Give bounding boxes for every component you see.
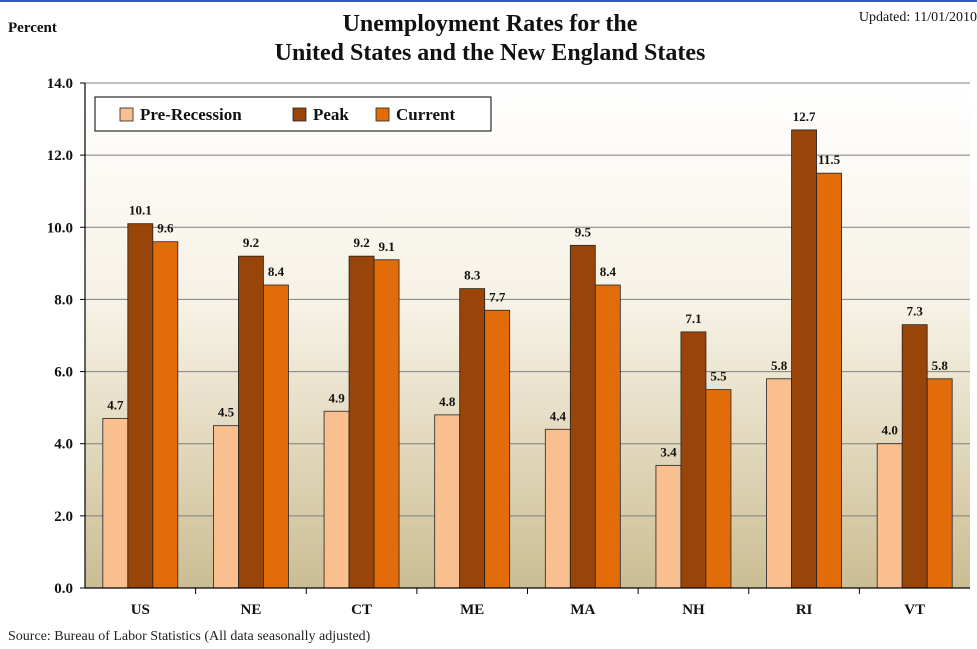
bar <box>766 378 792 589</box>
chart-title-line-1: Unemployment Rates for the <box>342 11 638 37</box>
y-axis-unit-label: Percent <box>8 20 57 36</box>
y-tick-label: 4.0 <box>54 437 73 453</box>
data-label: 4.9 <box>328 390 345 405</box>
data-label: 7.3 <box>907 304 924 319</box>
data-label: 9.5 <box>575 224 592 239</box>
bar <box>238 255 264 589</box>
bar <box>102 418 129 589</box>
x-tick-label: MA <box>570 602 595 618</box>
bar <box>373 259 400 589</box>
top-rule <box>0 0 977 2</box>
chart-title: Unemployment Rates for the United States… <box>180 10 800 68</box>
chart-title-line-2: United States and the New England States <box>274 40 706 66</box>
data-label: 4.4 <box>550 408 567 423</box>
y-tick-label: 2.0 <box>54 509 73 525</box>
data-label: 5.8 <box>771 358 788 373</box>
legend-swatch <box>375 107 390 122</box>
source-note: Source: Bureau of Labor Statistics (All … <box>8 629 371 644</box>
bar <box>484 309 511 589</box>
data-label: 4.0 <box>882 423 898 438</box>
y-tick-label: 10.0 <box>47 220 73 236</box>
data-label: 9.2 <box>243 235 259 250</box>
x-tick-labels: US NE CT ME MA NH RI VT <box>131 602 925 618</box>
bar <box>816 172 842 589</box>
data-label: 12.7 <box>793 109 816 124</box>
bar <box>434 414 461 589</box>
x-tick-label: CT <box>351 602 372 618</box>
legend-entry: Peak <box>313 105 349 124</box>
data-label: 9.2 <box>353 235 369 250</box>
bar <box>705 389 732 589</box>
x-tick-label: ME <box>460 602 484 618</box>
data-label: 7.1 <box>685 311 701 326</box>
data-label: 9.6 <box>157 221 174 236</box>
updated-date: Updated: 11/01/2010 <box>858 10 977 25</box>
bar <box>680 331 707 589</box>
y-tick-label: 8.0 <box>54 292 73 308</box>
bar <box>348 255 375 589</box>
data-label: 5.8 <box>932 358 949 373</box>
bar <box>459 288 486 589</box>
y-tick-label: 14.0 <box>47 76 73 92</box>
y-tick-label: 0.0 <box>54 581 73 597</box>
x-tick-label: NH <box>682 602 705 618</box>
legend-swatch <box>119 107 134 122</box>
data-label: 7.7 <box>489 289 506 304</box>
data-label: 11.5 <box>818 152 841 167</box>
bar <box>569 244 596 589</box>
legend-swatch <box>292 107 307 122</box>
data-label: 8.4 <box>268 264 285 279</box>
bar <box>152 241 179 589</box>
legend-entry: Pre-Recession <box>140 105 242 124</box>
bar <box>655 464 682 589</box>
y-tick-label: 6.0 <box>54 365 73 381</box>
data-label: 4.7 <box>107 397 124 412</box>
x-tick-label: RI <box>796 602 813 618</box>
bar <box>926 378 953 589</box>
x-tick-label: NE <box>241 602 262 618</box>
bar <box>544 428 571 589</box>
bar <box>323 410 350 589</box>
data-label: 5.5 <box>710 369 727 384</box>
legend-entry: Current <box>396 105 456 124</box>
x-tick-label: VT <box>904 602 925 618</box>
data-label: 4.5 <box>218 405 235 420</box>
bar <box>876 443 903 589</box>
bar <box>901 324 928 589</box>
data-label: 8.3 <box>464 268 481 283</box>
data-label: 9.1 <box>378 239 394 254</box>
y-tick-labels: 0.0 2.0 4.0 6.0 8.0 10.0 12.0 14.0 <box>47 76 73 597</box>
bars <box>102 129 953 589</box>
bar <box>791 129 817 589</box>
data-label: 8.4 <box>600 264 617 279</box>
data-label: 3.4 <box>660 444 677 459</box>
bar <box>594 284 621 589</box>
bar <box>213 425 239 589</box>
bar <box>127 223 154 589</box>
axes <box>84 83 970 594</box>
data-labels: 4.7 10.1 9.6 4.5 9.2 8.4 4.9 9.2 9.1 4.8 8.3 7.7 4.4… <box>107 109 948 459</box>
y-tick-label: 12.0 <box>47 148 73 164</box>
data-label: 4.8 <box>439 394 456 409</box>
x-tick-label: US <box>131 602 150 618</box>
legend: Pre-Recession Peak Current <box>94 96 492 132</box>
bar <box>263 284 289 589</box>
data-label: 10.1 <box>129 203 152 218</box>
